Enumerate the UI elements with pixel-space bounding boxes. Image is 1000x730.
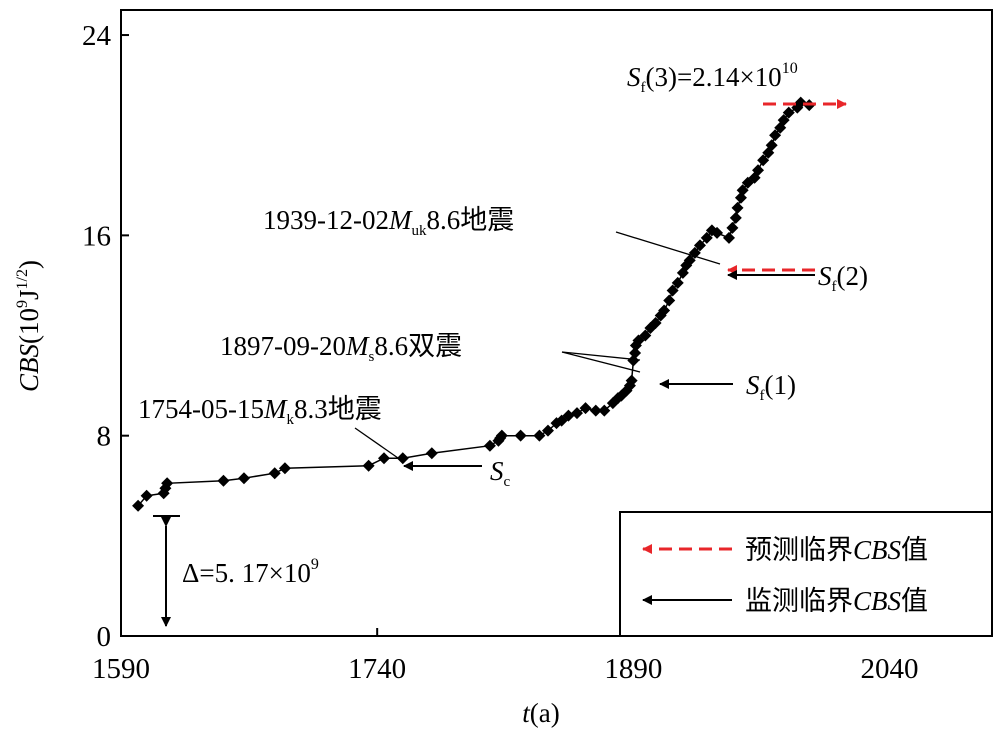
data-point-12: [425, 447, 438, 460]
data-point-55: [729, 211, 742, 224]
data-point-22: [562, 409, 575, 422]
y-tick-label-0: 0: [97, 621, 112, 653]
plot-frame: [120, 9, 993, 637]
legend-box: [619, 511, 993, 637]
data-point-9: [362, 459, 375, 472]
cbs-series-line: [137, 101, 810, 507]
data-point-4: [161, 477, 174, 490]
data-point-11: [396, 452, 409, 465]
data-point-70: [794, 96, 807, 109]
x-axis-var: t: [522, 698, 531, 728]
data-point-8: [278, 462, 291, 475]
data-point-25: [589, 404, 602, 417]
data-point-39: [649, 317, 662, 329]
data-point-18: [533, 429, 546, 442]
data-point-62: [757, 154, 770, 167]
data-point-7: [268, 467, 281, 480]
data-point-64: [765, 139, 778, 152]
data-point-52: [711, 226, 724, 239]
event-1897-leader-1: [561, 351, 641, 361]
data-point-17: [514, 429, 527, 442]
data-point-34: [629, 347, 642, 360]
data-point-61: [752, 164, 765, 177]
event-1939-label: 1939-12-02Muk8.6地震: [263, 205, 514, 239]
legend-monitored-label: 监测临界CBS值: [745, 586, 928, 616]
data-point-1: [140, 489, 153, 502]
event-1897-label: 1897-09-20Ms8.6双震: [220, 331, 462, 365]
y-tick-label-1: 8: [97, 421, 112, 453]
sf3-label: Sf(3)=2.14×1010: [627, 60, 798, 96]
data-point-13: [483, 439, 496, 452]
data-point-10: [378, 452, 391, 465]
data-point-54: [726, 221, 739, 234]
y-axis-unit-mid: J: [14, 289, 44, 300]
data-point-6: [237, 472, 250, 485]
x-tick-label-3: 2040: [861, 653, 919, 685]
x-axis-label: t(a): [522, 698, 559, 728]
data-point-65: [769, 129, 782, 142]
sc-label: Sc: [490, 456, 511, 490]
data-point-47: [683, 254, 696, 267]
sf1-label: Sf(1): [746, 370, 796, 404]
y-axis-label: CBS(109J1/2): [14, 260, 44, 392]
event-1754-leader: [354, 427, 399, 459]
data-point-68: [782, 106, 795, 119]
x-axis-unit: (a): [530, 698, 560, 728]
x-tick-label-2: 1890: [604, 653, 662, 685]
y-axis-unit-open: (10: [14, 308, 44, 344]
legend-predicted-label: 预测临界CBS值: [745, 535, 928, 565]
data-point-24: [579, 402, 592, 415]
event-1754-label: 1754-05-15Mk8.3地震: [138, 394, 382, 428]
y-tick-label-3: 24: [82, 20, 112, 52]
data-point-26: [598, 404, 611, 417]
data-point-5: [217, 474, 230, 487]
data-point-49: [693, 239, 706, 252]
data-point-16: [495, 429, 508, 442]
data-point-41: [658, 304, 671, 317]
annotations: Sf(3)=2.14×1010 1939-12-02Muk8.6地震 Sf(2)…: [138, 60, 868, 627]
x-tick-label-1: 1740: [348, 653, 406, 685]
data-point-58: [736, 184, 749, 197]
data-point-23: [570, 407, 583, 420]
data-point-19: [541, 424, 554, 437]
y-axis-unit-close: ): [14, 260, 44, 269]
y-axis-unit-exp: 9: [14, 300, 31, 308]
y-tick-label-2: 16: [82, 220, 111, 252]
data-point-50: [700, 231, 713, 244]
data-point-67: [777, 114, 790, 127]
data-point-56: [731, 201, 744, 214]
data-point-42: [663, 294, 676, 307]
delta-label: Δ=5. 17×109: [182, 556, 319, 588]
y-axis-var: CBS: [14, 343, 44, 392]
data-point-32: [625, 374, 638, 387]
legend: 预测临界CBS值 监测临界CBS值: [619, 511, 993, 637]
data-point-44: [671, 276, 684, 289]
y-axis-unit-exp2: 1/2: [14, 269, 31, 289]
event-1939-leader: [615, 231, 721, 265]
data-point-0: [132, 499, 145, 512]
x-tick-label-0: 1590: [92, 653, 150, 685]
data-point-37: [639, 329, 652, 342]
event-1897-leader-2: [561, 351, 641, 373]
data-point-43: [666, 284, 679, 297]
data-point-53: [722, 231, 735, 244]
sf2-label: Sf(2): [818, 261, 868, 295]
cbs-series-points: [132, 96, 816, 512]
